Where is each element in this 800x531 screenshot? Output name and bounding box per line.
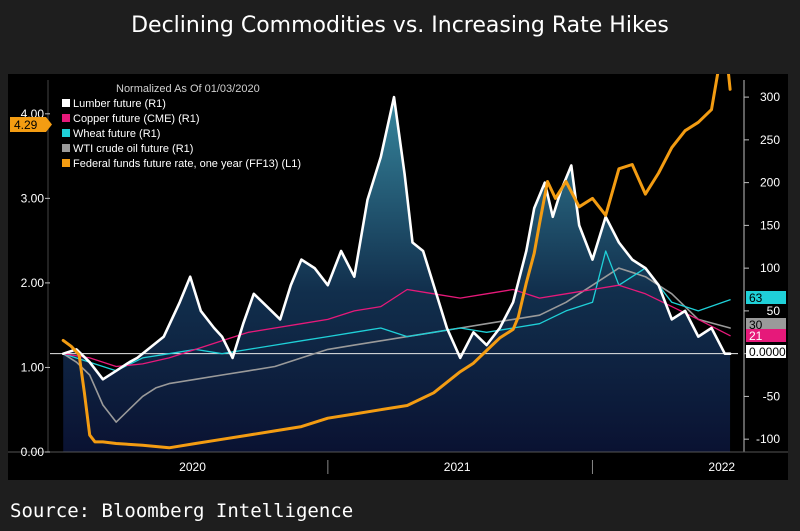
right-tick-label: 200 [760, 176, 780, 190]
x-tick-label: 2020 [179, 460, 206, 474]
chart-svg: 0.001.002.003.004.00-100-500501001502002… [8, 36, 788, 474]
lumber-value-tag: 0.0000 [749, 345, 786, 359]
wheat-line [62, 250, 731, 372]
left-tick-label: 1.00 [21, 360, 45, 374]
chart-panel: 0.001.002.003.004.00-100-500501001502002… [8, 36, 788, 480]
legend-swatch [62, 144, 70, 152]
copper-value-tag: 21 [749, 329, 763, 343]
lumber-value-tag-box [746, 345, 786, 358]
legend-title: Normalized As Of 01/03/2020 [116, 83, 260, 95]
source-note: Source: Bloomberg Intelligence [10, 500, 354, 522]
copper-value-tag-box [746, 329, 786, 342]
fed-funds-value-tag: 4.29 [14, 118, 38, 132]
legend-entry: Federal funds future rate, one year (FF1… [73, 158, 301, 170]
legend-entry: Wheat future (R1) [73, 128, 160, 140]
right-tick-label: 50 [767, 304, 781, 318]
wheat-value-tag-box [746, 291, 786, 304]
left-tick-label: 3.00 [21, 191, 45, 205]
right-tick-label: -50 [763, 389, 781, 403]
right-tick-label: 250 [760, 133, 780, 147]
wti-value-tag: 30 [749, 318, 763, 332]
legend-box [58, 80, 358, 180]
right-tick-label: 300 [760, 90, 780, 104]
legend-swatch [62, 129, 70, 137]
x-tick-label: 2022 [708, 460, 735, 474]
chart-title: Declining Commodities vs. Increasing Rat… [131, 13, 669, 38]
legend-entry: Copper future (CME) (R1) [73, 113, 200, 125]
right-tick-label: 100 [760, 261, 780, 275]
wti-line [62, 267, 731, 423]
legend-swatch [62, 159, 70, 167]
copper-line [62, 284, 731, 368]
x-tick-label: 2021 [444, 460, 471, 474]
legend-swatch [62, 99, 70, 107]
left-tick-label: 0.00 [21, 445, 45, 459]
right-tick-label: -100 [756, 432, 780, 446]
left-tick-label: 2.00 [21, 276, 45, 290]
lumber-line [61, 95, 732, 381]
right-tick-label: 150 [760, 218, 780, 232]
fed-funds-line [61, 36, 732, 450]
legend-entry: Lumber future (R1) [73, 98, 166, 110]
wheat-value-tag: 63 [749, 291, 763, 305]
legend-swatch [62, 114, 70, 122]
legend-entry: WTI crude oil future (R1) [73, 143, 193, 155]
fed-funds-value-pointer [46, 117, 52, 132]
fed-funds-value-box [10, 117, 46, 132]
wti-value-tag-box [746, 318, 786, 331]
